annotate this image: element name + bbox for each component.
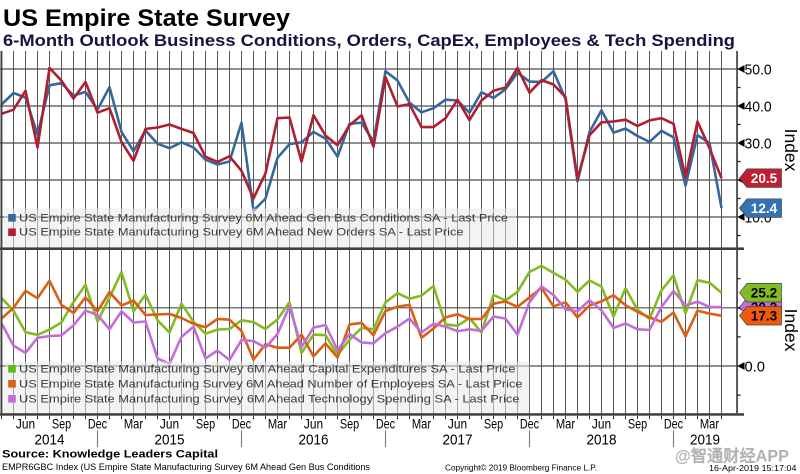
- svg-text:Sep: Sep: [484, 416, 503, 431]
- svg-text:Index: Index: [781, 309, 800, 352]
- svg-text:0.0: 0.0: [745, 359, 766, 375]
- svg-text:Jun: Jun: [304, 416, 323, 431]
- svg-text:12.4: 12.4: [751, 201, 778, 216]
- svg-text:2018: 2018: [587, 431, 617, 448]
- svg-text:Dec: Dec: [520, 416, 539, 431]
- svg-text:2017: 2017: [443, 431, 473, 448]
- svg-text:Dec: Dec: [88, 416, 107, 431]
- svg-text:30.0: 30.0: [745, 136, 772, 152]
- svg-text:US Empire State Manufacturing: US Empire State Manufacturing Survey 6M …: [19, 393, 520, 405]
- svg-text:50.0: 50.0: [745, 62, 772, 78]
- svg-text:20.5: 20.5: [751, 171, 778, 186]
- svg-text:Mar: Mar: [700, 416, 720, 431]
- svg-text:40.0: 40.0: [745, 99, 772, 115]
- svg-text:EMPR6GBC Index (US Empire Stat: EMPR6GBC Index (US Empire State Manufact…: [2, 462, 370, 472]
- svg-text:2014: 2014: [35, 431, 65, 448]
- svg-text:Copyright© 2019 Bloomberg Fina: Copyright© 2019 Bloomberg Finance L.P.: [445, 463, 597, 473]
- svg-text:US Empire State Survey: US Empire State Survey: [3, 5, 290, 32]
- svg-text:Mar: Mar: [124, 416, 144, 431]
- svg-text:Jun: Jun: [592, 416, 611, 431]
- svg-text:Mar: Mar: [556, 416, 576, 431]
- svg-text:Index: Index: [781, 129, 800, 172]
- svg-text:Jun: Jun: [448, 416, 467, 431]
- svg-text:Sep: Sep: [196, 416, 215, 431]
- svg-text:US Empire State Manufacturing: US Empire State Manufacturing Survey 6M …: [19, 363, 516, 375]
- svg-text:2015: 2015: [155, 431, 185, 448]
- svg-text:2019: 2019: [690, 431, 720, 448]
- svg-text:25.2: 25.2: [751, 286, 778, 301]
- svg-text:6-Month Outlook Business Condi: 6-Month Outlook Business Conditions, Ord…: [3, 31, 735, 50]
- svg-text:Mar: Mar: [412, 416, 432, 431]
- svg-text:US Empire State Manufacturing: US Empire State Manufacturing Survey 6M …: [19, 227, 464, 239]
- svg-text:Sep: Sep: [52, 416, 71, 431]
- svg-text:Source: Knowledge Leaders Capi: Source: Knowledge Leaders Capital: [2, 449, 218, 461]
- svg-text:Jun: Jun: [160, 416, 179, 431]
- svg-text:US Empire State Manufacturing: US Empire State Manufacturing Survey 6M …: [19, 212, 508, 224]
- svg-text:Sep: Sep: [340, 416, 359, 431]
- svg-text:Dec: Dec: [232, 416, 251, 431]
- svg-text:Mar: Mar: [268, 416, 288, 431]
- svg-text:@智通财经APP: @智通财经APP: [675, 446, 789, 466]
- svg-text:Dec: Dec: [664, 416, 683, 431]
- svg-text:US Empire State Manufacturing: US Empire State Manufacturing Survey 6M …: [19, 378, 523, 390]
- svg-text:Dec: Dec: [376, 416, 395, 431]
- svg-text:17.3: 17.3: [751, 309, 778, 324]
- svg-text:Jun: Jun: [16, 416, 35, 431]
- svg-text:Sep: Sep: [628, 416, 647, 431]
- svg-text:2016: 2016: [299, 431, 329, 448]
- svg-text:16-Apr-2019 15:17:04: 16-Apr-2019 15:17:04: [709, 463, 797, 473]
